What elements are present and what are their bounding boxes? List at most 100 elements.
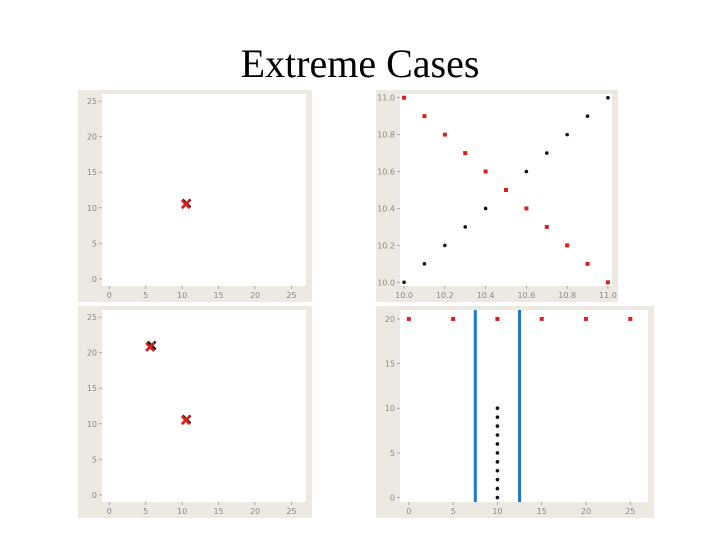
data-point-red-square bbox=[495, 316, 500, 321]
y-tick-label: 10.8 bbox=[377, 131, 395, 140]
data-point-black-dot bbox=[495, 460, 500, 464]
y-tick-label: 5 bbox=[92, 455, 97, 464]
x-tick-label: 20 bbox=[250, 291, 260, 300]
x-tick-label: 10.8 bbox=[558, 291, 576, 300]
y-tick-label: 5 bbox=[92, 239, 97, 248]
data-point-black-dot bbox=[495, 486, 500, 491]
x-tick-label: 5 bbox=[143, 507, 148, 516]
y-tick-label: 15 bbox=[87, 168, 97, 177]
x-tick-label: 15 bbox=[537, 507, 547, 516]
y-tick-label: 10 bbox=[87, 204, 97, 213]
data-point-red-square bbox=[406, 316, 411, 321]
data-point-black-dot bbox=[495, 406, 500, 411]
y-tick-label: 10.4 bbox=[377, 204, 395, 213]
data-point-black-dot bbox=[524, 169, 529, 174]
data-point-red-square bbox=[483, 169, 488, 174]
chart-bottom-left-svg: 0 5 10 15 20 25 0 5 10 15 20 25 bbox=[87, 310, 306, 516]
chart-panel-top-left: 0 5 10 15 20 25 0 5 10 15 20 25 bbox=[78, 90, 312, 302]
red-x-marker bbox=[180, 415, 191, 426]
data-point-black-dot bbox=[565, 132, 569, 137]
data-point-black-dot bbox=[495, 468, 500, 473]
chart-top-left-svg: 0 5 10 15 20 25 0 5 10 15 20 25 bbox=[87, 94, 306, 300]
data-point-red-square bbox=[585, 261, 590, 266]
y-tick-label: 20 bbox=[87, 349, 97, 358]
data-point-red-square bbox=[402, 95, 407, 100]
data-point-red-square bbox=[539, 316, 544, 321]
y-tick-label: 11.0 bbox=[377, 94, 395, 103]
data-point-black-dot bbox=[544, 151, 549, 155]
data-point-red-square bbox=[463, 151, 468, 156]
x-tick-label: 10 bbox=[177, 291, 187, 300]
x-tick-label: 10.6 bbox=[517, 291, 535, 300]
y-tick-label: 10.2 bbox=[377, 241, 395, 250]
x-tick-label: 5 bbox=[451, 507, 456, 516]
chart-panel-top-right: 10.0 10.2 10.4 10.6 10.8 11.0 10.0 10.2 10.4 10.6… bbox=[376, 90, 618, 302]
data-point-red-square bbox=[422, 114, 427, 119]
data-point-black-dot bbox=[422, 262, 427, 266]
y-tick-label: 10.0 bbox=[377, 278, 395, 287]
x-tick-label: 11.0 bbox=[599, 291, 617, 300]
chart-panel-bottom-right: 0 5 10 15 20 25 0 5 10 15 20 bbox=[376, 306, 654, 518]
data-point-black-dot bbox=[495, 424, 500, 428]
data-point-black-dot bbox=[606, 95, 610, 100]
plot-area bbox=[400, 310, 648, 502]
x-tick-label: 20 bbox=[581, 507, 591, 516]
plot-area bbox=[102, 310, 306, 502]
data-point-black-dot bbox=[495, 442, 500, 446]
red-x-marker bbox=[180, 199, 191, 210]
red-x-marker bbox=[145, 342, 156, 352]
data-point-red-square bbox=[504, 188, 508, 192]
y-tick-label: 20 bbox=[385, 315, 395, 324]
x-tick-label: 25 bbox=[625, 507, 635, 516]
slide-title: Extreme Cases bbox=[240, 41, 480, 86]
data-point-red-square bbox=[628, 316, 633, 321]
data-point-black-dot bbox=[585, 114, 590, 118]
x-tick-label: 0 bbox=[107, 507, 112, 516]
data-point-red-square bbox=[565, 243, 570, 248]
y-tick-label: 10 bbox=[87, 420, 97, 429]
data-point-black-dot bbox=[443, 243, 447, 248]
x-tick-label: 0 bbox=[107, 291, 112, 300]
y-tick-label: 5 bbox=[390, 449, 395, 458]
data-point-black-dot bbox=[495, 451, 500, 455]
plot-area bbox=[102, 94, 306, 286]
data-point-black-dot bbox=[483, 206, 488, 211]
x-tick-label: 10.4 bbox=[477, 291, 495, 300]
x-tick-label: 10.0 bbox=[395, 291, 413, 300]
x-tick-label: 0 bbox=[406, 507, 411, 516]
x-tick-label: 10.2 bbox=[436, 291, 454, 300]
x-tick-label: 15 bbox=[213, 291, 223, 300]
data-point-red-square bbox=[442, 132, 447, 137]
data-point-red-square bbox=[524, 206, 529, 211]
y-tick-label: 0 bbox=[390, 494, 395, 503]
x-tick-label: 5 bbox=[143, 291, 148, 300]
data-point-black-dot bbox=[463, 225, 468, 229]
y-tick-label: 20 bbox=[87, 133, 97, 142]
y-tick-label: 0 bbox=[92, 275, 97, 284]
x-tick-label: 10 bbox=[177, 507, 187, 516]
y-tick-label: 10.6 bbox=[377, 168, 395, 177]
y-tick-label: 25 bbox=[87, 313, 97, 322]
y-tick-label: 0 bbox=[92, 491, 97, 500]
y-tick-label: 15 bbox=[87, 384, 97, 393]
y-tick-label: 10 bbox=[385, 404, 395, 413]
data-point-red-square bbox=[544, 224, 549, 229]
x-tick-label: 15 bbox=[213, 507, 223, 516]
x-tick-label: 20 bbox=[250, 507, 260, 516]
y-tick-label: 25 bbox=[87, 97, 97, 106]
x-tick-label: 25 bbox=[286, 291, 296, 300]
data-point-black-dot bbox=[495, 433, 500, 437]
data-point-black-dot bbox=[495, 495, 500, 500]
data-point-black-dot bbox=[402, 280, 406, 285]
y-tick-label: 15 bbox=[385, 360, 395, 369]
data-point-black-dot bbox=[495, 477, 500, 482]
chart-top-right-svg: 10.0 10.2 10.4 10.6 10.8 11.0 10.0 10.2 10.4 10.6… bbox=[377, 94, 617, 300]
x-tick-label: 10 bbox=[492, 507, 502, 516]
data-point-red-square bbox=[605, 280, 610, 285]
x-tick-label: 25 bbox=[286, 507, 296, 516]
data-point-black-dot bbox=[495, 415, 500, 419]
data-point-red-square bbox=[451, 316, 456, 321]
chart-bottom-right-svg: 0 5 10 15 20 25 0 5 10 15 20 bbox=[385, 310, 648, 516]
chart-panel-bottom-left: 0 5 10 15 20 25 0 5 10 15 20 25 bbox=[78, 306, 312, 518]
data-point-red-square bbox=[584, 316, 588, 321]
